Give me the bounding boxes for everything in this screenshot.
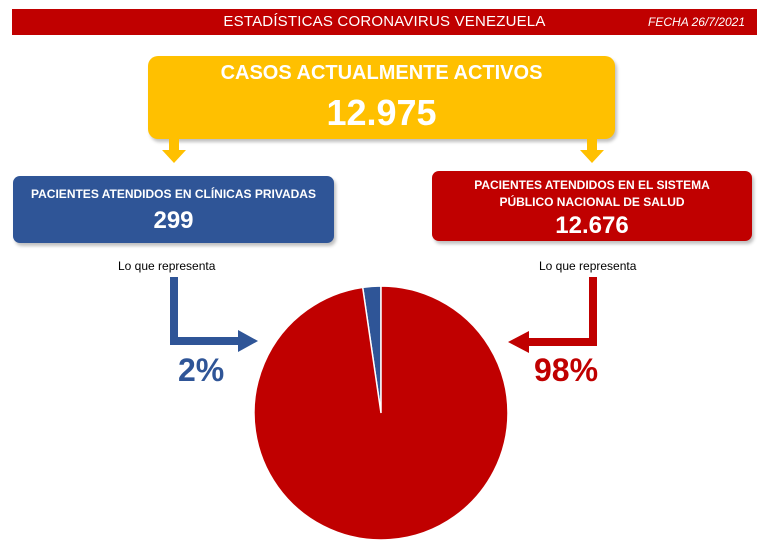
header-bar: ESTADÍSTICAS CORONAVIRUS VENEZUELA FECHA… [12,9,757,35]
public-caption: Lo que representa [539,259,637,273]
header-date: FECHA 26/7/2021 [648,15,745,29]
blue-elbow-arrow [170,277,258,352]
total-label: CASOS ACTUALMENTE ACTIVOS [220,62,543,84]
private-clinics-box: PACIENTES ATENDIDOS EN CLÍNICAS PRIVADAS… [13,176,334,243]
pie-slice-1 [253,285,509,541]
total-active-cases-box: CASOS ACTUALMENTE ACTIVOS 12.975 [148,56,615,139]
yellow-arrow-left [162,138,186,163]
pie-chart [253,285,509,541]
public-label: PACIENTES ATENDIDOS EN EL SISTEMA PÚBLIC… [474,178,710,209]
public-system-box: PACIENTES ATENDIDOS EN EL SISTEMA PÚBLIC… [432,171,752,241]
private-caption: Lo que representa [118,259,216,273]
total-value: 12.975 [326,92,437,133]
public-value: 12.676 [555,212,629,239]
private-label: PACIENTES ATENDIDOS EN CLÍNICAS PRIVADAS [31,187,316,201]
yellow-arrow-right [580,138,604,163]
public-percent: 98% [534,352,599,388]
red-elbow-arrow [508,277,597,353]
private-value: 299 [153,207,194,234]
header-title: ESTADÍSTICAS CORONAVIRUS VENEZUELA [223,13,546,30]
private-percent: 2% [178,352,225,388]
